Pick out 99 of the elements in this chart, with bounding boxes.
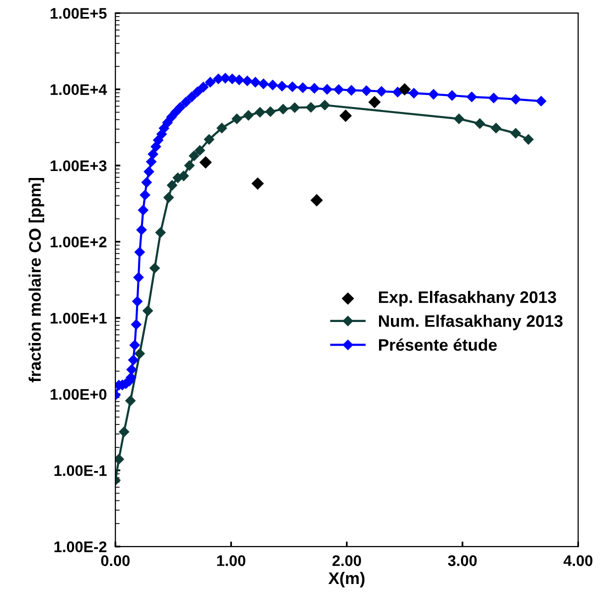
point bbox=[170, 107, 181, 118]
legend-label: Num. Elfasakhany 2013 bbox=[379, 314, 563, 330]
point bbox=[298, 82, 308, 93]
point bbox=[254, 107, 266, 118]
point bbox=[205, 77, 216, 88]
point bbox=[178, 170, 189, 182]
point bbox=[278, 104, 288, 114]
y-tick-label: 1.00E+0 bbox=[50, 388, 106, 400]
point bbox=[132, 296, 142, 306]
point bbox=[268, 80, 278, 90]
point bbox=[398, 83, 411, 96]
point bbox=[242, 76, 252, 86]
point bbox=[163, 192, 174, 203]
point bbox=[130, 340, 140, 350]
point bbox=[140, 190, 150, 200]
point bbox=[118, 426, 130, 437]
point bbox=[186, 92, 197, 102]
point bbox=[258, 78, 269, 89]
point bbox=[227, 74, 238, 84]
point bbox=[232, 114, 242, 124]
point bbox=[153, 135, 164, 146]
point bbox=[265, 106, 276, 117]
point bbox=[320, 100, 330, 110]
point bbox=[175, 102, 186, 112]
point bbox=[290, 102, 300, 113]
x-tick-label: 0.00 bbox=[101, 555, 130, 566]
point bbox=[474, 118, 485, 129]
point bbox=[310, 194, 323, 206]
point bbox=[184, 160, 195, 171]
point bbox=[376, 86, 387, 96]
point bbox=[144, 166, 154, 177]
y-tick-label: 1.00E+4 bbox=[50, 84, 107, 95]
point bbox=[125, 396, 136, 406]
x-tick-label: 2.00 bbox=[332, 555, 362, 566]
y-tick-label: 1.00E+2 bbox=[50, 236, 106, 248]
point bbox=[361, 86, 372, 96]
x-tick-label: 4.00 bbox=[564, 555, 592, 566]
point bbox=[251, 177, 264, 190]
point bbox=[466, 92, 477, 102]
point bbox=[234, 74, 244, 85]
point bbox=[408, 88, 419, 98]
y-axis-title: fraction molaire CO [ppm] bbox=[28, 178, 44, 382]
point bbox=[392, 86, 403, 98]
point bbox=[368, 96, 381, 108]
point bbox=[155, 227, 166, 238]
point bbox=[150, 263, 160, 274]
point bbox=[523, 134, 534, 145]
point bbox=[339, 110, 352, 122]
point bbox=[510, 94, 521, 104]
point bbox=[146, 156, 156, 167]
point bbox=[133, 272, 144, 283]
point bbox=[198, 82, 208, 92]
point bbox=[142, 306, 153, 316]
point bbox=[276, 81, 288, 92]
point bbox=[216, 122, 227, 134]
point bbox=[510, 128, 521, 138]
point bbox=[250, 77, 260, 88]
y-tick-label: 1.00E+1 bbox=[50, 312, 107, 324]
point bbox=[142, 177, 152, 188]
point bbox=[188, 150, 200, 161]
point bbox=[158, 123, 170, 134]
point bbox=[454, 114, 464, 124]
point bbox=[192, 86, 203, 97]
point bbox=[180, 96, 192, 108]
point bbox=[150, 142, 161, 152]
point bbox=[199, 156, 212, 169]
point bbox=[490, 122, 502, 134]
point bbox=[134, 247, 145, 258]
legend-label: Exp. Elfasakhany 2013 bbox=[379, 290, 556, 306]
point bbox=[131, 319, 142, 330]
point bbox=[148, 149, 158, 160]
point bbox=[126, 364, 137, 375]
point bbox=[204, 134, 214, 145]
x-tick-label: 1.00 bbox=[217, 555, 246, 566]
point bbox=[446, 90, 458, 101]
point bbox=[309, 83, 320, 94]
point bbox=[536, 96, 546, 106]
point bbox=[128, 354, 138, 366]
point bbox=[162, 117, 173, 128]
point bbox=[138, 204, 148, 216]
point bbox=[346, 85, 357, 96]
x-tick-label: 3.00 bbox=[448, 555, 477, 566]
y-tick-label: 1.00E+5 bbox=[50, 8, 107, 19]
point bbox=[488, 92, 499, 104]
x-axis-title: X(m) bbox=[328, 572, 364, 588]
point bbox=[194, 145, 205, 156]
y-tick-label: 1.00E-1 bbox=[54, 465, 107, 476]
point bbox=[134, 348, 145, 359]
point bbox=[166, 180, 178, 190]
point bbox=[428, 89, 439, 100]
y-tick-label: 1.00E-2 bbox=[54, 541, 106, 552]
y-tick-label: 1.00E+3 bbox=[50, 160, 107, 172]
point bbox=[287, 82, 298, 92]
point bbox=[136, 224, 147, 235]
point bbox=[334, 84, 344, 95]
point bbox=[243, 110, 254, 120]
point bbox=[306, 102, 316, 112]
point bbox=[322, 84, 332, 94]
legend-label: Présente étude bbox=[379, 338, 497, 351]
